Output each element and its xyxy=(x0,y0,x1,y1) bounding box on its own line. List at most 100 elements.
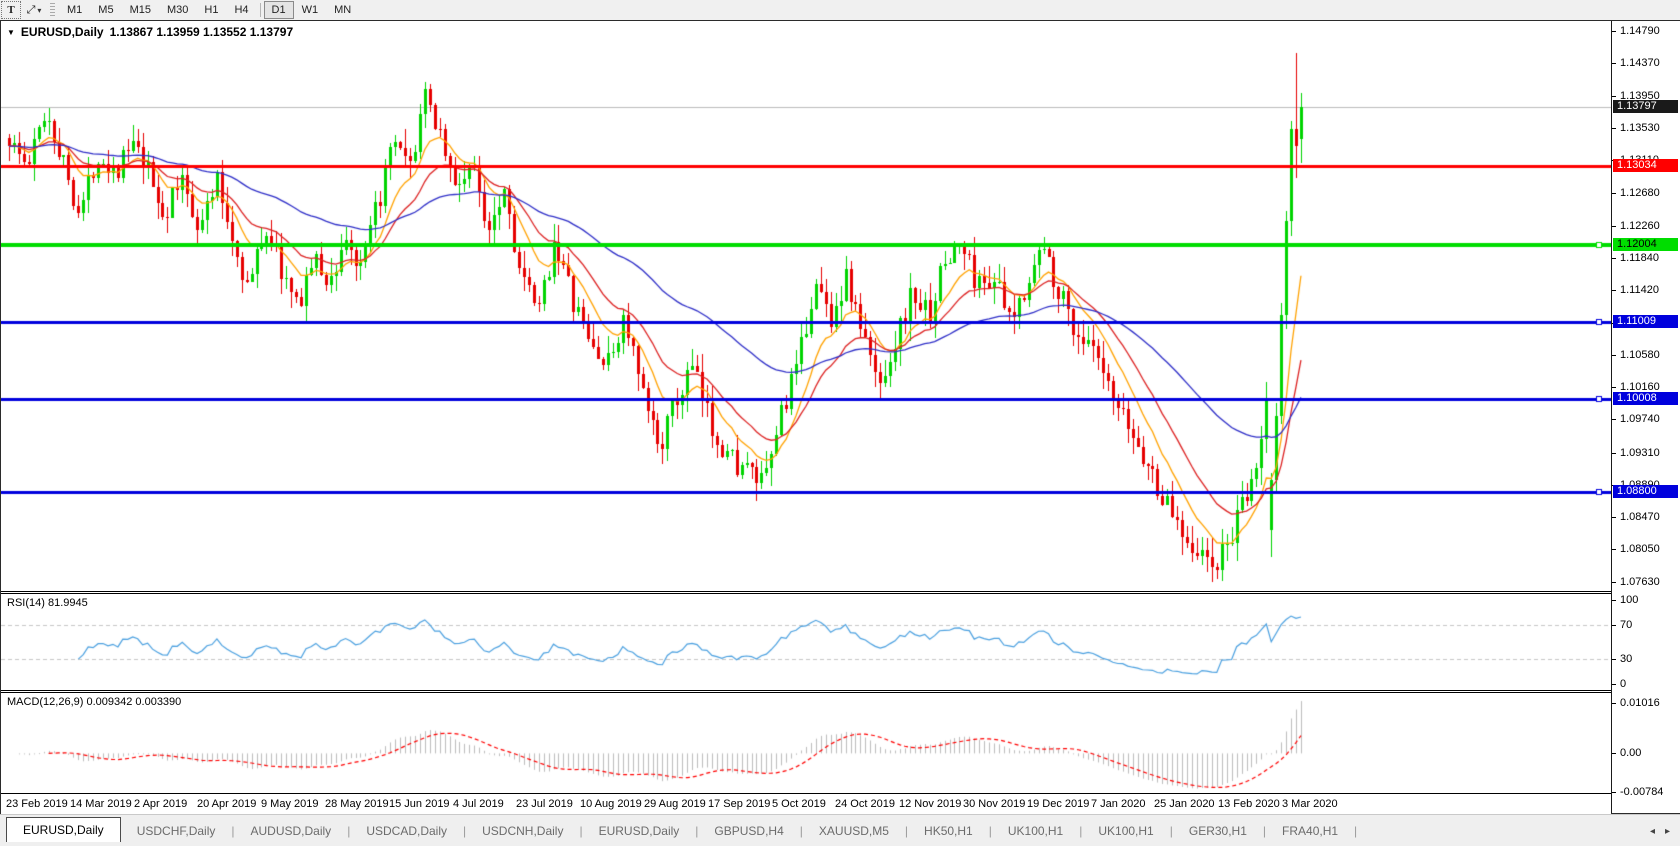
tick-mark xyxy=(1612,684,1616,685)
tick-mark xyxy=(1612,225,1616,227)
tick-mark xyxy=(1612,549,1616,551)
timeframe-m15-button[interactable]: M15 xyxy=(129,4,151,16)
chart-toolbar: T ⤢ ▾ M1 M5 M15 M30 H1 H4 D1 W1 MN xyxy=(0,0,1680,21)
tick-mark xyxy=(1612,452,1616,454)
price-level-badge: 1.13034 xyxy=(1613,159,1678,173)
timeframe-w1-button[interactable]: W1 xyxy=(301,4,319,16)
text-tool-button[interactable]: T xyxy=(1,1,21,19)
date-tick-label: 4 Jul 2019 xyxy=(453,798,504,810)
date-tick-label: 17 Sep 2019 xyxy=(708,798,771,810)
date-tick-label: 23 Jul 2019 xyxy=(516,798,573,810)
tab-divider: | xyxy=(1354,824,1358,838)
date-tick-label: 13 Feb 2020 xyxy=(1218,798,1280,810)
tick-mark xyxy=(1612,625,1616,627)
chart-tab-fra40-h1[interactable]: FRA40,H1 xyxy=(1282,824,1339,838)
rsi-canvas[interactable] xyxy=(1,594,1611,690)
tick-mark xyxy=(1612,703,1616,705)
tab-divider: | xyxy=(904,824,909,838)
chart-tab-usdcad-daily[interactable]: USDCAD,Daily xyxy=(366,824,447,838)
price-level-badge: 1.08800 xyxy=(1613,484,1678,498)
date-tick-label: 3 Mar 2020 xyxy=(1282,798,1338,810)
tab-divider: | xyxy=(1169,824,1173,838)
date-tick-label: 25 Jan 2020 xyxy=(1154,798,1215,810)
tick-mark xyxy=(1612,517,1616,519)
chart-tab-uk100-h1[interactable]: UK100,H1 xyxy=(1007,824,1064,838)
tick-mark xyxy=(1612,792,1616,794)
timeframe-button-group: M1 M5 M15 M30 H1 H4 D1 W1 MN xyxy=(59,1,359,19)
price-level-badge: 1.13797 xyxy=(1613,100,1678,114)
macd-canvas[interactable] xyxy=(1,693,1611,793)
tick-mark xyxy=(1612,387,1616,389)
pane-splitter[interactable] xyxy=(1,591,1679,594)
tab-divider: | xyxy=(695,824,699,838)
date-tick-label: 23 Feb 2019 xyxy=(6,798,68,810)
date-tick-label: 9 May 2019 xyxy=(261,798,319,810)
date-tick-label: 20 Apr 2019 xyxy=(197,798,257,810)
symbol-period-label: EURUSD,Daily xyxy=(20,25,104,39)
date-tick-label: 29 Aug 2019 xyxy=(644,798,706,810)
macd-label: MACD(12,26,9) 0.009342 0.003390 xyxy=(7,696,182,708)
chart-tab-xauusd-m5[interactable]: XAUUSD,M5 xyxy=(818,824,889,838)
tab-divider: | xyxy=(231,824,235,838)
toolbar-separator xyxy=(259,3,261,17)
timeframe-m5-button[interactable]: M5 xyxy=(98,4,114,16)
tick-mark xyxy=(1612,658,1616,660)
main-chart-canvas[interactable] xyxy=(1,21,1611,591)
tick-mark xyxy=(1612,753,1616,755)
ohlc-values: 1.13867 1.13959 1.13552 1.13797 xyxy=(109,25,294,39)
price-axis[interactable]: 1.147901.143701.139501.135301.131101.126… xyxy=(1611,21,1680,813)
tick-mark xyxy=(1612,257,1616,259)
chart-tab-ger30-h1[interactable]: GER30,H1 xyxy=(1188,824,1247,838)
tick-mark xyxy=(1612,95,1616,97)
timeframe-h1-button[interactable]: H1 xyxy=(204,4,219,16)
tick-mark xyxy=(1612,127,1616,129)
pane-splitter[interactable] xyxy=(1,690,1679,693)
price-level-badge: 1.12004 xyxy=(1613,238,1678,252)
tick-mark xyxy=(1612,419,1616,421)
chart-tab-gbpusd-h4[interactable]: GBPUSD,H4 xyxy=(714,824,784,838)
tick-mark xyxy=(1612,193,1616,195)
toolbar-grip xyxy=(50,3,55,17)
date-tick-label: 12 Nov 2019 xyxy=(899,798,962,810)
tab-divider: | xyxy=(1079,824,1083,838)
tab-scroll-controls: ◂ ▸ xyxy=(1640,820,1680,843)
tab-divider: | xyxy=(463,824,467,838)
chart-tab-usdchf-daily[interactable]: USDCHF,Daily xyxy=(136,824,216,838)
timeframe-mn-button[interactable]: MN xyxy=(334,4,352,16)
date-tick-label: 5 Oct 2019 xyxy=(772,798,826,810)
date-tick-label: 7 Jan 2020 xyxy=(1091,798,1146,810)
timeframe-h4-button[interactable]: H4 xyxy=(234,4,249,16)
status-strip xyxy=(0,842,1680,846)
date-tick-label: 24 Oct 2019 xyxy=(835,798,895,810)
date-tick-label: 14 Mar 2019 xyxy=(70,798,132,810)
indicators-icon: ⤢ xyxy=(26,3,36,16)
tick-mark xyxy=(1612,600,1616,601)
timeframe-m1-button[interactable]: M1 xyxy=(67,4,83,16)
chart-tab-hk50-h1[interactable]: HK50,H1 xyxy=(924,824,973,838)
collapse-triangle-icon[interactable]: ▼ xyxy=(7,27,15,37)
timeframe-d1-button[interactable]: D1 xyxy=(263,1,294,19)
chart-window: ▼ EURUSD,Daily 1.13867 1.13959 1.13552 1… xyxy=(0,20,1680,814)
rsi-label: RSI(14) 81.9945 xyxy=(7,597,88,609)
chart-tab-usdcnh-daily[interactable]: USDCNH,Daily xyxy=(482,824,564,838)
chart-tab-eurusd-daily[interactable]: EURUSD,Daily xyxy=(598,824,680,838)
tab-scroll-right-icon[interactable]: ▸ xyxy=(1664,826,1670,837)
tab-divider: | xyxy=(799,824,803,838)
indicators-button[interactable]: ⤢ ▾ xyxy=(23,2,45,18)
chart-tab-bar: EURUSD,Daily USDCHF,Daily | AUDUSD,Daily | US… xyxy=(0,814,1680,843)
date-tick-label: 30 Nov 2019 xyxy=(963,798,1026,810)
timeframe-m30-button[interactable]: M30 xyxy=(166,4,189,16)
rsi-pane: RSI(14) 81.9945 xyxy=(1,594,1611,690)
tab-divider: | xyxy=(347,824,351,838)
chart-tab-uk100-h1[interactable]: UK100,H1 xyxy=(1098,824,1154,838)
tab-scroll-left-icon[interactable]: ◂ xyxy=(1649,826,1655,837)
chevron-down-icon[interactable]: ▾ xyxy=(37,5,42,15)
tab-divider: | xyxy=(579,824,583,838)
chart-tab-eurusd-daily[interactable]: EURUSD,Daily xyxy=(6,817,121,843)
time-axis[interactable]: 23 Feb 2019 14 Mar 2019 2 Apr 2019 20 Apr 2… xyxy=(1,793,1611,814)
chart-title: ▼ EURUSD,Daily 1.13867 1.13959 1.13552 1… xyxy=(7,25,293,39)
chart-tab-audusd-daily[interactable]: AUDUSD,Daily xyxy=(250,824,332,838)
tick-mark xyxy=(1612,581,1616,583)
date-tick-label: 19 Dec 2019 xyxy=(1027,798,1090,810)
